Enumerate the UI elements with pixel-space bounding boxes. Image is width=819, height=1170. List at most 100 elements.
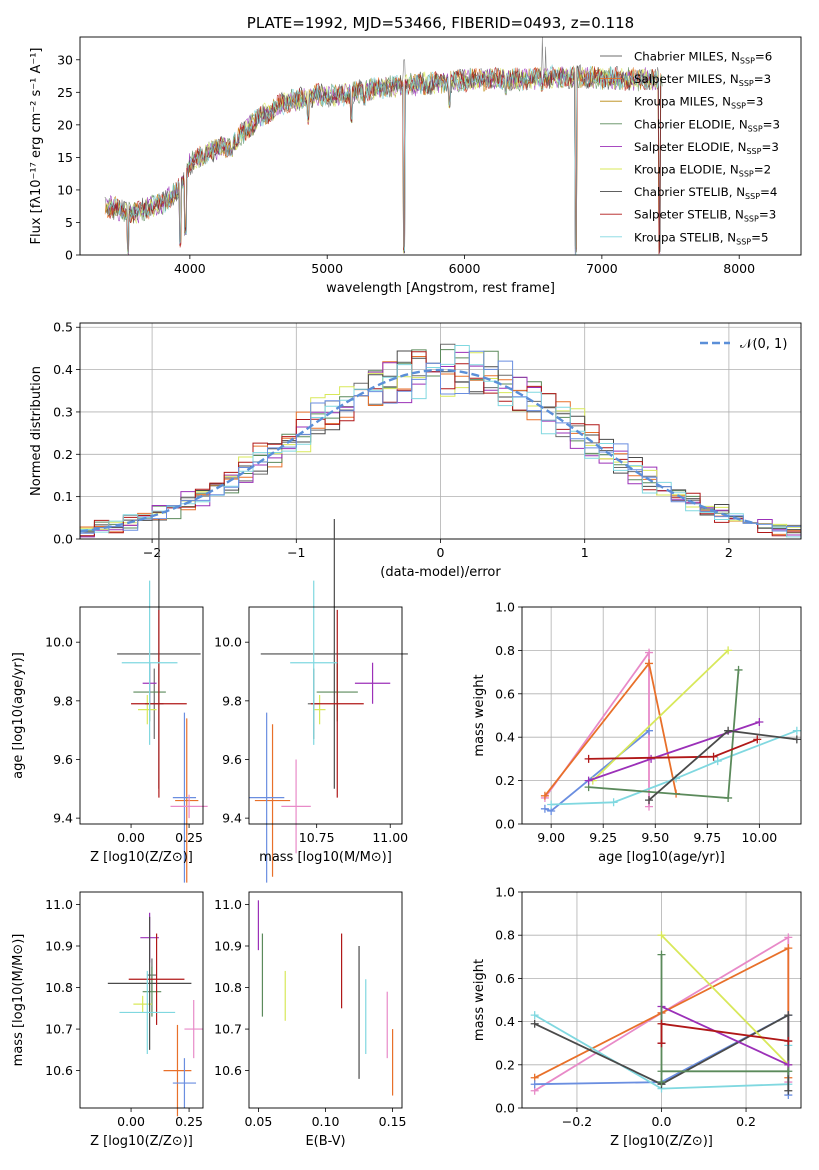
error-point bbox=[310, 609, 364, 798]
error-point bbox=[184, 1000, 203, 1059]
error-point bbox=[281, 759, 311, 854]
error-point bbox=[107, 916, 192, 1050]
weight-marker bbox=[530, 1011, 539, 1020]
weight-marker bbox=[792, 726, 801, 735]
weight-series bbox=[592, 649, 729, 782]
y-tick-label: 1.0 bbox=[495, 885, 515, 900]
weight-marker bbox=[547, 800, 556, 809]
y-tick-label: 20 bbox=[57, 117, 73, 132]
y-tick-label: 0.3 bbox=[53, 404, 73, 419]
y-axis-label: mass weight bbox=[472, 674, 487, 756]
error-point bbox=[121, 580, 178, 745]
weight-marker bbox=[540, 791, 549, 800]
mass-vs-ebv-plot bbox=[257, 900, 394, 1096]
weight-marker bbox=[784, 1011, 793, 1020]
x-tick-label: −0.2 bbox=[562, 1114, 592, 1129]
x-tick-label: −2 bbox=[143, 545, 161, 560]
weight-marker bbox=[784, 1067, 793, 1076]
age-vs-z-plot bbox=[117, 519, 208, 883]
x-axis-label: (data-model)/error bbox=[380, 565, 501, 580]
weight-marker bbox=[540, 804, 549, 813]
y-tick-label: 11.0 bbox=[45, 897, 73, 912]
weight-marker bbox=[530, 1019, 539, 1028]
x-tick-label: 0.00 bbox=[117, 1114, 145, 1129]
axes-frame bbox=[521, 891, 802, 1109]
error-point bbox=[131, 609, 187, 798]
y-tick-label: 0.8 bbox=[495, 643, 515, 658]
y-axis-label: Normed distribution bbox=[29, 366, 44, 496]
error-point bbox=[170, 794, 208, 819]
y-tick-label: 0.8 bbox=[495, 928, 515, 943]
mass-weight-vs-z-plot bbox=[530, 931, 793, 1100]
error-point bbox=[133, 995, 152, 1013]
x-tick-label: 10.75 bbox=[299, 830, 335, 845]
y-tick-label: 30 bbox=[57, 52, 73, 67]
age-vs-z-ticks: 0.00 0.25 9.4 9.6 9.8 10.0 Z [log10(Z/Z⊙)] age … bbox=[11, 606, 204, 865]
mass-weight-vs-age-ticks: 9.00 9.25 9.50 9.75 10.00 0.0 0.2 0.4 0.6 0.8 1.0 a… bbox=[472, 600, 802, 865]
x-tick-label: 0.2 bbox=[736, 1114, 756, 1129]
y-tick-label: 9.6 bbox=[222, 752, 242, 767]
y-tick-label: 9.4 bbox=[222, 811, 242, 826]
axes-frame bbox=[79, 322, 802, 540]
error-point bbox=[163, 1024, 192, 1117]
legend-entry: Kroupa MILES, NSSP=3 bbox=[634, 95, 763, 111]
y-tick-label: 9.8 bbox=[53, 693, 73, 708]
y-tick-label: 10.8 bbox=[214, 980, 242, 995]
weight-marker bbox=[724, 646, 733, 655]
y-tick-label: 9.6 bbox=[53, 752, 73, 767]
x-tick-label: 9.50 bbox=[641, 830, 669, 845]
residual-hist-plot bbox=[79, 343, 802, 539]
x-axis-label: Z [log10(Z/Z⊙)] bbox=[90, 850, 193, 865]
y-tick-label: 1.0 bbox=[495, 600, 515, 615]
x-axis-label: Z [log10(Z/Z⊙)] bbox=[610, 1134, 713, 1149]
y-tick-label: 0.2 bbox=[495, 1057, 515, 1072]
y-tick-label: 0 bbox=[65, 248, 73, 263]
x-tick-label: 0.00 bbox=[117, 830, 145, 845]
y-tick-label: 10.9 bbox=[45, 939, 73, 954]
weight-series bbox=[534, 1013, 790, 1091]
legend-entry: Salpeter STELIB, NSSP=3 bbox=[634, 208, 776, 224]
error-point bbox=[354, 662, 391, 704]
x-tick-label: 0.25 bbox=[175, 1114, 203, 1129]
weight-marker bbox=[724, 793, 733, 802]
y-tick-label: 10.6 bbox=[214, 1063, 242, 1078]
age-vs-mass-plot bbox=[249, 519, 408, 883]
weight-series bbox=[660, 954, 789, 1083]
axes-frame bbox=[79, 606, 204, 825]
gaussian-curve bbox=[79, 368, 758, 533]
weight-marker bbox=[657, 1078, 666, 1087]
error-point bbox=[138, 694, 157, 725]
weight-marker bbox=[657, 950, 666, 959]
y-tick-label: 11.0 bbox=[214, 897, 242, 912]
weight-marker bbox=[584, 754, 593, 763]
weight-series bbox=[660, 1005, 789, 1066]
axes-frame bbox=[248, 606, 403, 825]
x-tick-label: 0 bbox=[437, 545, 445, 560]
weight-marker bbox=[657, 931, 666, 940]
weight-marker bbox=[645, 796, 654, 805]
age-vs-mass-ticks: 10.75 11.00 9.4 9.6 9.8 10.0 mass [log10(M/M⊙)… bbox=[214, 606, 408, 865]
axes-frame bbox=[79, 36, 802, 256]
error-point bbox=[260, 519, 408, 789]
y-tick-label: 10.7 bbox=[45, 1022, 73, 1037]
mass-vs-ebv-ticks: 0.05 0.10 0.15 10.6 10.7 10.8 10.9 11.0 E(B-V) bbox=[214, 891, 407, 1149]
spectrum-legend: Chabrier MILES, NSSP=6 Salpeter MILES, NS… bbox=[600, 50, 780, 246]
x-tick-label: 8000 bbox=[723, 261, 755, 276]
weight-marker bbox=[657, 1039, 666, 1048]
x-tick-label: 0.10 bbox=[312, 1114, 340, 1129]
weight-marker bbox=[709, 752, 718, 761]
weight-series bbox=[648, 729, 797, 801]
x-tick-label: 0.25 bbox=[175, 830, 203, 845]
x-tick-label: −1 bbox=[287, 545, 305, 560]
y-axis-label: mass [log10(M/M⊙)] bbox=[11, 934, 26, 1067]
x-axis-label: E(B-V) bbox=[305, 1134, 345, 1149]
y-tick-label: 10 bbox=[57, 182, 73, 197]
weight-marker bbox=[713, 757, 722, 766]
x-axis-label: age [log10(age/yr)] bbox=[598, 850, 725, 865]
weight-marker bbox=[753, 735, 762, 744]
weight-marker bbox=[657, 1067, 666, 1076]
y-tick-label: 10.7 bbox=[214, 1022, 242, 1037]
error-point bbox=[313, 694, 326, 725]
y-tick-label: 0.6 bbox=[495, 686, 515, 701]
legend-entry: Chabrier ELODIE, NSSP=3 bbox=[634, 117, 780, 133]
